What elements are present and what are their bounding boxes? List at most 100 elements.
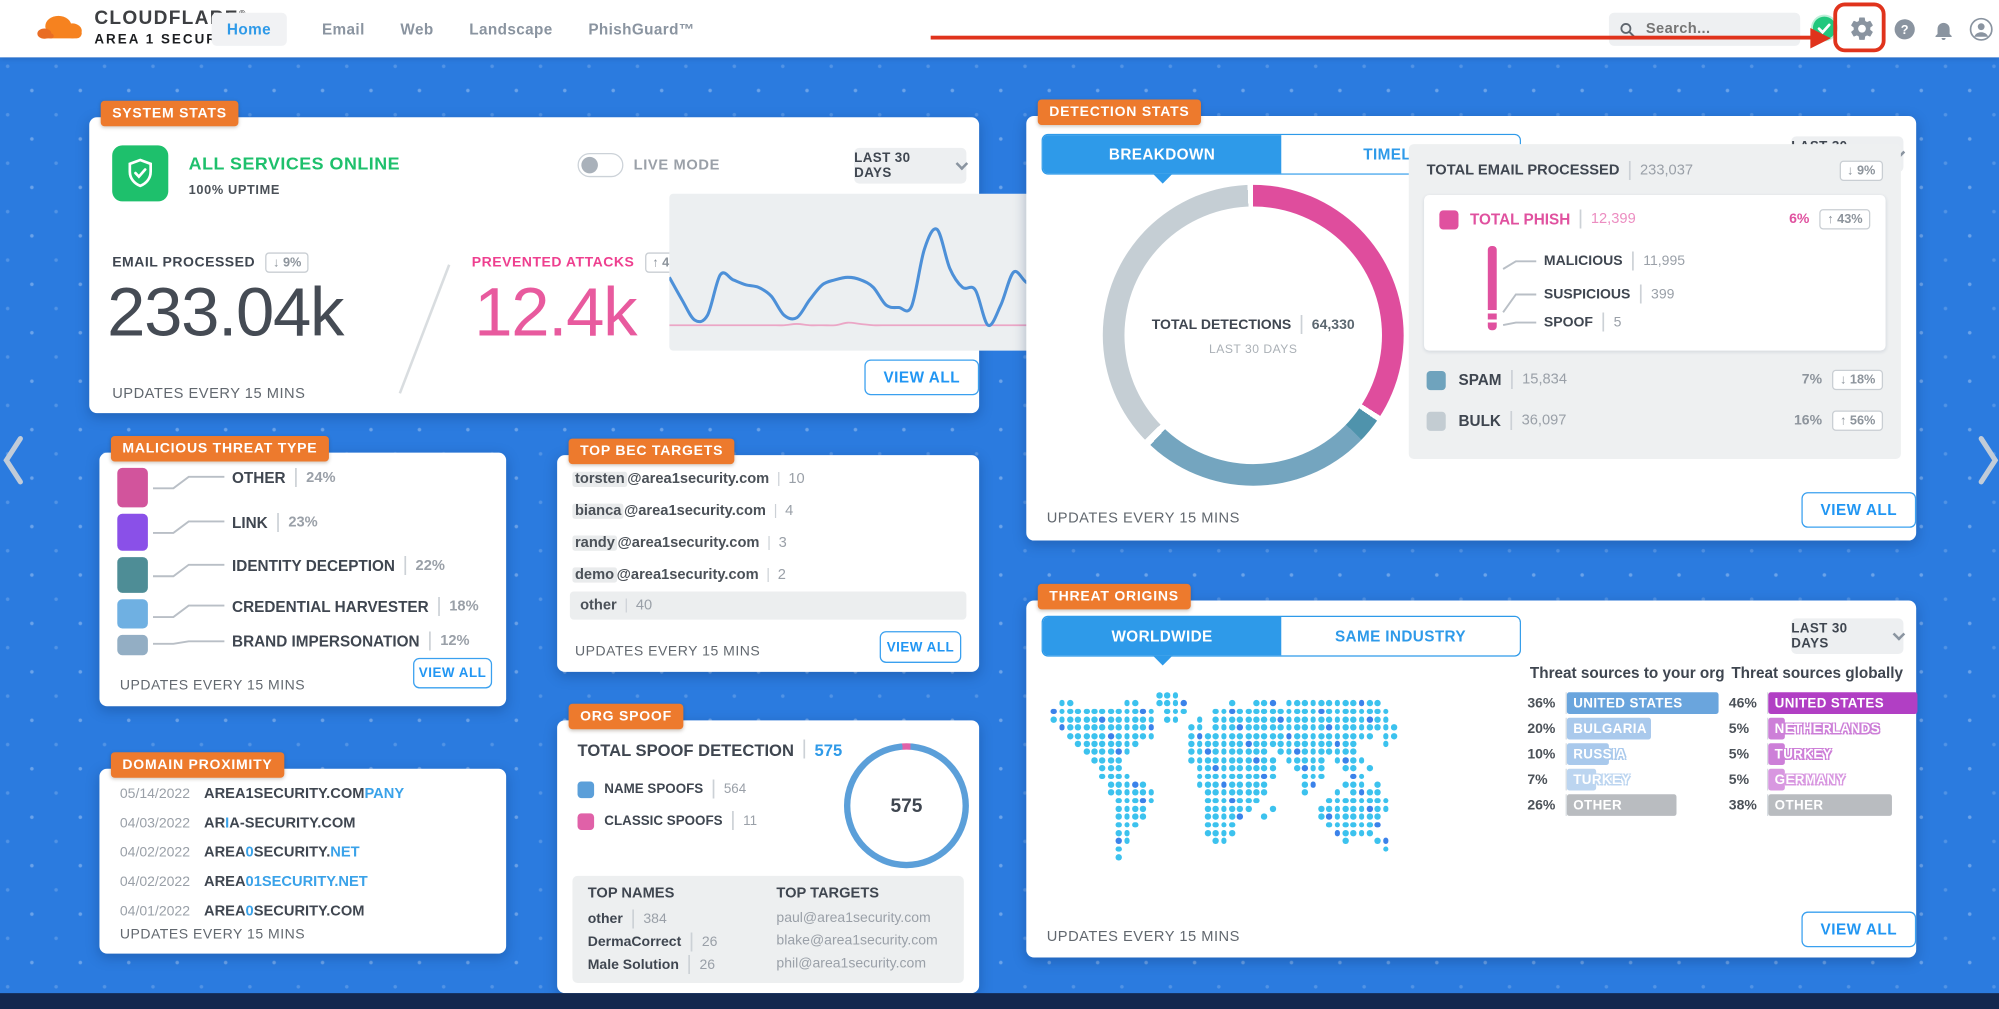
suspicious-label: SUSPICIOUS (1543, 286, 1631, 303)
domain-name: ARIA-SECURITY.COM (203, 815, 356, 832)
tab-same-industry[interactable]: SAME INDUSTRY (1281, 617, 1520, 656)
carousel-left-chevron-icon[interactable] (0, 431, 28, 496)
top-target: paul@area1security.com (776, 910, 931, 926)
bar-pct: 10% (1527, 746, 1556, 762)
nav-item-web[interactable]: Web (400, 19, 434, 38)
threat-range-dropdown[interactable]: LAST 30 DAYS (1791, 618, 1906, 655)
nav-menu: Home Email Web Landscape PhishGuard™ (211, 0, 695, 57)
email-processed-delta-badge: ↓ 9% (265, 252, 310, 273)
threat-type-row: CREDENTIAL HARVESTER 18% (232, 595, 479, 618)
spam-value: 15,834 (1522, 372, 1568, 388)
bar-row: 20% BULGARIA (1527, 717, 1718, 740)
search-input[interactable] (1643, 20, 1784, 39)
threat-type-row: BRAND IMPERSONATION 12% (232, 630, 470, 653)
activity-sparkline-chart (668, 193, 1066, 351)
top-name-row: DermaCorrect 26 (588, 932, 718, 952)
search-box[interactable] (1608, 12, 1801, 46)
phish-child-row: SPOOF 5 (1544, 312, 1622, 332)
total-email-value: 233,037 (1640, 163, 1694, 179)
bec-domain: @area1security.com (627, 471, 770, 488)
bar-row: 26% OTHER (1527, 794, 1718, 816)
threat-updates-note: UPDATES EVERY 15 MINS (1046, 929, 1240, 945)
threat-type-row: IDENTITY DECEPTION 22% (232, 555, 445, 578)
notifications-bell-icon[interactable] (1928, 14, 1959, 45)
nav-item-phishguard[interactable]: PhishGuard™ (588, 19, 695, 38)
bar-label: TURKEY (1573, 771, 1631, 788)
bar-label: OTHER (1573, 797, 1622, 813)
bar-germany: GERMANY (1768, 768, 1845, 791)
domain-row: 04/02/2022 AREA01SECURITY.NET (120, 869, 368, 894)
domain-date: 04/02/2022 (119, 874, 191, 890)
legend-name-spoofs: NAME SPOOFS 564 (577, 779, 746, 799)
bar-pct: 38% (1728, 797, 1757, 813)
tab-breakdown[interactable]: BREAKDOWN (1042, 135, 1282, 184)
bar-pct: 20% (1527, 720, 1556, 737)
threat-origins-card: THREAT ORIGINS WORLDWIDE SAME INDUSTRY L… (1026, 583, 1918, 958)
threat-view-all-button[interactable]: VIEW ALL (1801, 911, 1917, 948)
domain-updates-note: UPDATES EVERY 15 MINS (119, 926, 306, 943)
user-profile-icon[interactable] (1966, 14, 1997, 45)
org-spoof-donut-value: 575 (890, 794, 923, 817)
prevented-attacks-value: 12.4k (474, 274, 637, 351)
domain-row: 04/03/2022 ARIA-SECURITY.COM (120, 811, 356, 836)
bar-label: NETHERLANDS (1774, 720, 1881, 737)
nav-item-email[interactable]: Email (321, 19, 365, 38)
detection-breakdown-panel: TOTAL EMAIL PROCESSED 233,037 ↓ 9% TOTAL… (1408, 144, 1901, 459)
bulk-pct: 16% (1794, 413, 1823, 429)
bar-russia: RUSSIA (1566, 743, 1626, 765)
bar-united-states: UNITED STATES (1566, 692, 1719, 714)
bec-domain: @area1security.com (617, 535, 760, 551)
bec-count: 10 (788, 471, 805, 488)
threat-segment-link (117, 513, 148, 551)
status-check-badge[interactable] (1810, 14, 1838, 42)
nav-item-landscape[interactable]: Landscape (469, 19, 553, 38)
bulk-row: BULK 36,097 16% ↑ 56% (1426, 409, 1884, 432)
threat-type-pct: 18% (449, 599, 479, 615)
domain-row: 04/01/2022 AREA0SECURITY.COM (120, 899, 365, 924)
bar-pct: 26% (1527, 797, 1556, 813)
bulk-label: BULK (1458, 411, 1501, 430)
malicious-view-all-button[interactable]: VIEW ALL (413, 657, 493, 689)
threat-origins-tabs: WORLDWIDE SAME INDUSTRY (1041, 615, 1521, 666)
brand-subtitle: AREA 1 SECURITY (94, 31, 245, 48)
settings-gear-icon[interactable] (1846, 13, 1877, 44)
bar-pct: 5% (1728, 720, 1750, 737)
detection-donut-label: TOTAL DETECTIONS (1151, 317, 1292, 333)
bec-view-all-button[interactable]: VIEW ALL (879, 631, 962, 663)
chevron-down-icon (955, 156, 969, 170)
nav-item-home[interactable]: Home (211, 12, 287, 46)
spoof-value: 5 (1613, 314, 1622, 331)
bar-row: 36% UNITED STATES (1527, 692, 1719, 714)
tab-worldwide[interactable]: WORLDWIDE (1042, 617, 1282, 666)
top-name: Male Solution (587, 957, 679, 973)
detection-view-all-button[interactable]: VIEW ALL (1801, 492, 1917, 528)
bar-row: 46% UNITED STATES (1729, 692, 1918, 714)
threat-type-label: CREDENTIAL HARVESTER (232, 597, 429, 616)
bar-united-states-global: UNITED STATES (1768, 692, 1918, 714)
top-name-count: 26 (699, 957, 716, 973)
bar-pct: 7% (1527, 771, 1548, 788)
services-status: ALL SERVICES ONLINE (188, 152, 401, 174)
cloudflare-logo-icon[interactable] (33, 8, 89, 49)
bec-user: bianca (572, 503, 624, 519)
system-range-dropdown[interactable]: LAST 30 DAYS (854, 147, 969, 184)
total-phish-panel: TOTAL PHISH 12,399 6% ↑ 43% MALICIOUS 11,… (1424, 195, 1886, 351)
total-phish-label: TOTAL PHISH (1469, 210, 1571, 229)
phish-swatch (1439, 210, 1459, 230)
prevented-attacks-header: PREVENTED ATTACKS ↑ 43% (472, 252, 696, 273)
carousel-right-chevron-icon[interactable] (1974, 431, 1999, 496)
system-view-all-button[interactable]: VIEW ALL (864, 359, 980, 396)
bar-row: 5% GERMANY (1729, 768, 1918, 791)
help-icon[interactable]: ? (1889, 14, 1920, 45)
detection-donut-sub: LAST 30 DAYS (1208, 342, 1298, 357)
bec-domain: @area1security.com (616, 567, 759, 583)
bar-label: GERMANY (1774, 771, 1846, 788)
email-processed-label: EMAIL PROCESSED (112, 254, 256, 271)
bar-row: 5% NETHERLANDS (1728, 717, 1918, 740)
brand[interactable]: CLOUDFLARE® AREA 1 SECURITY (94, 9, 246, 47)
threat-type-row: LINK 23% (232, 511, 318, 534)
spam-label: SPAM (1458, 370, 1502, 389)
classic-spoofs-label: CLASSIC SPOOFS (604, 813, 723, 829)
live-mode-toggle[interactable] (577, 152, 624, 178)
detection-stats-card: DETECTION STATS BREAKDOWN TIMELINE LAST … (1026, 99, 1917, 541)
